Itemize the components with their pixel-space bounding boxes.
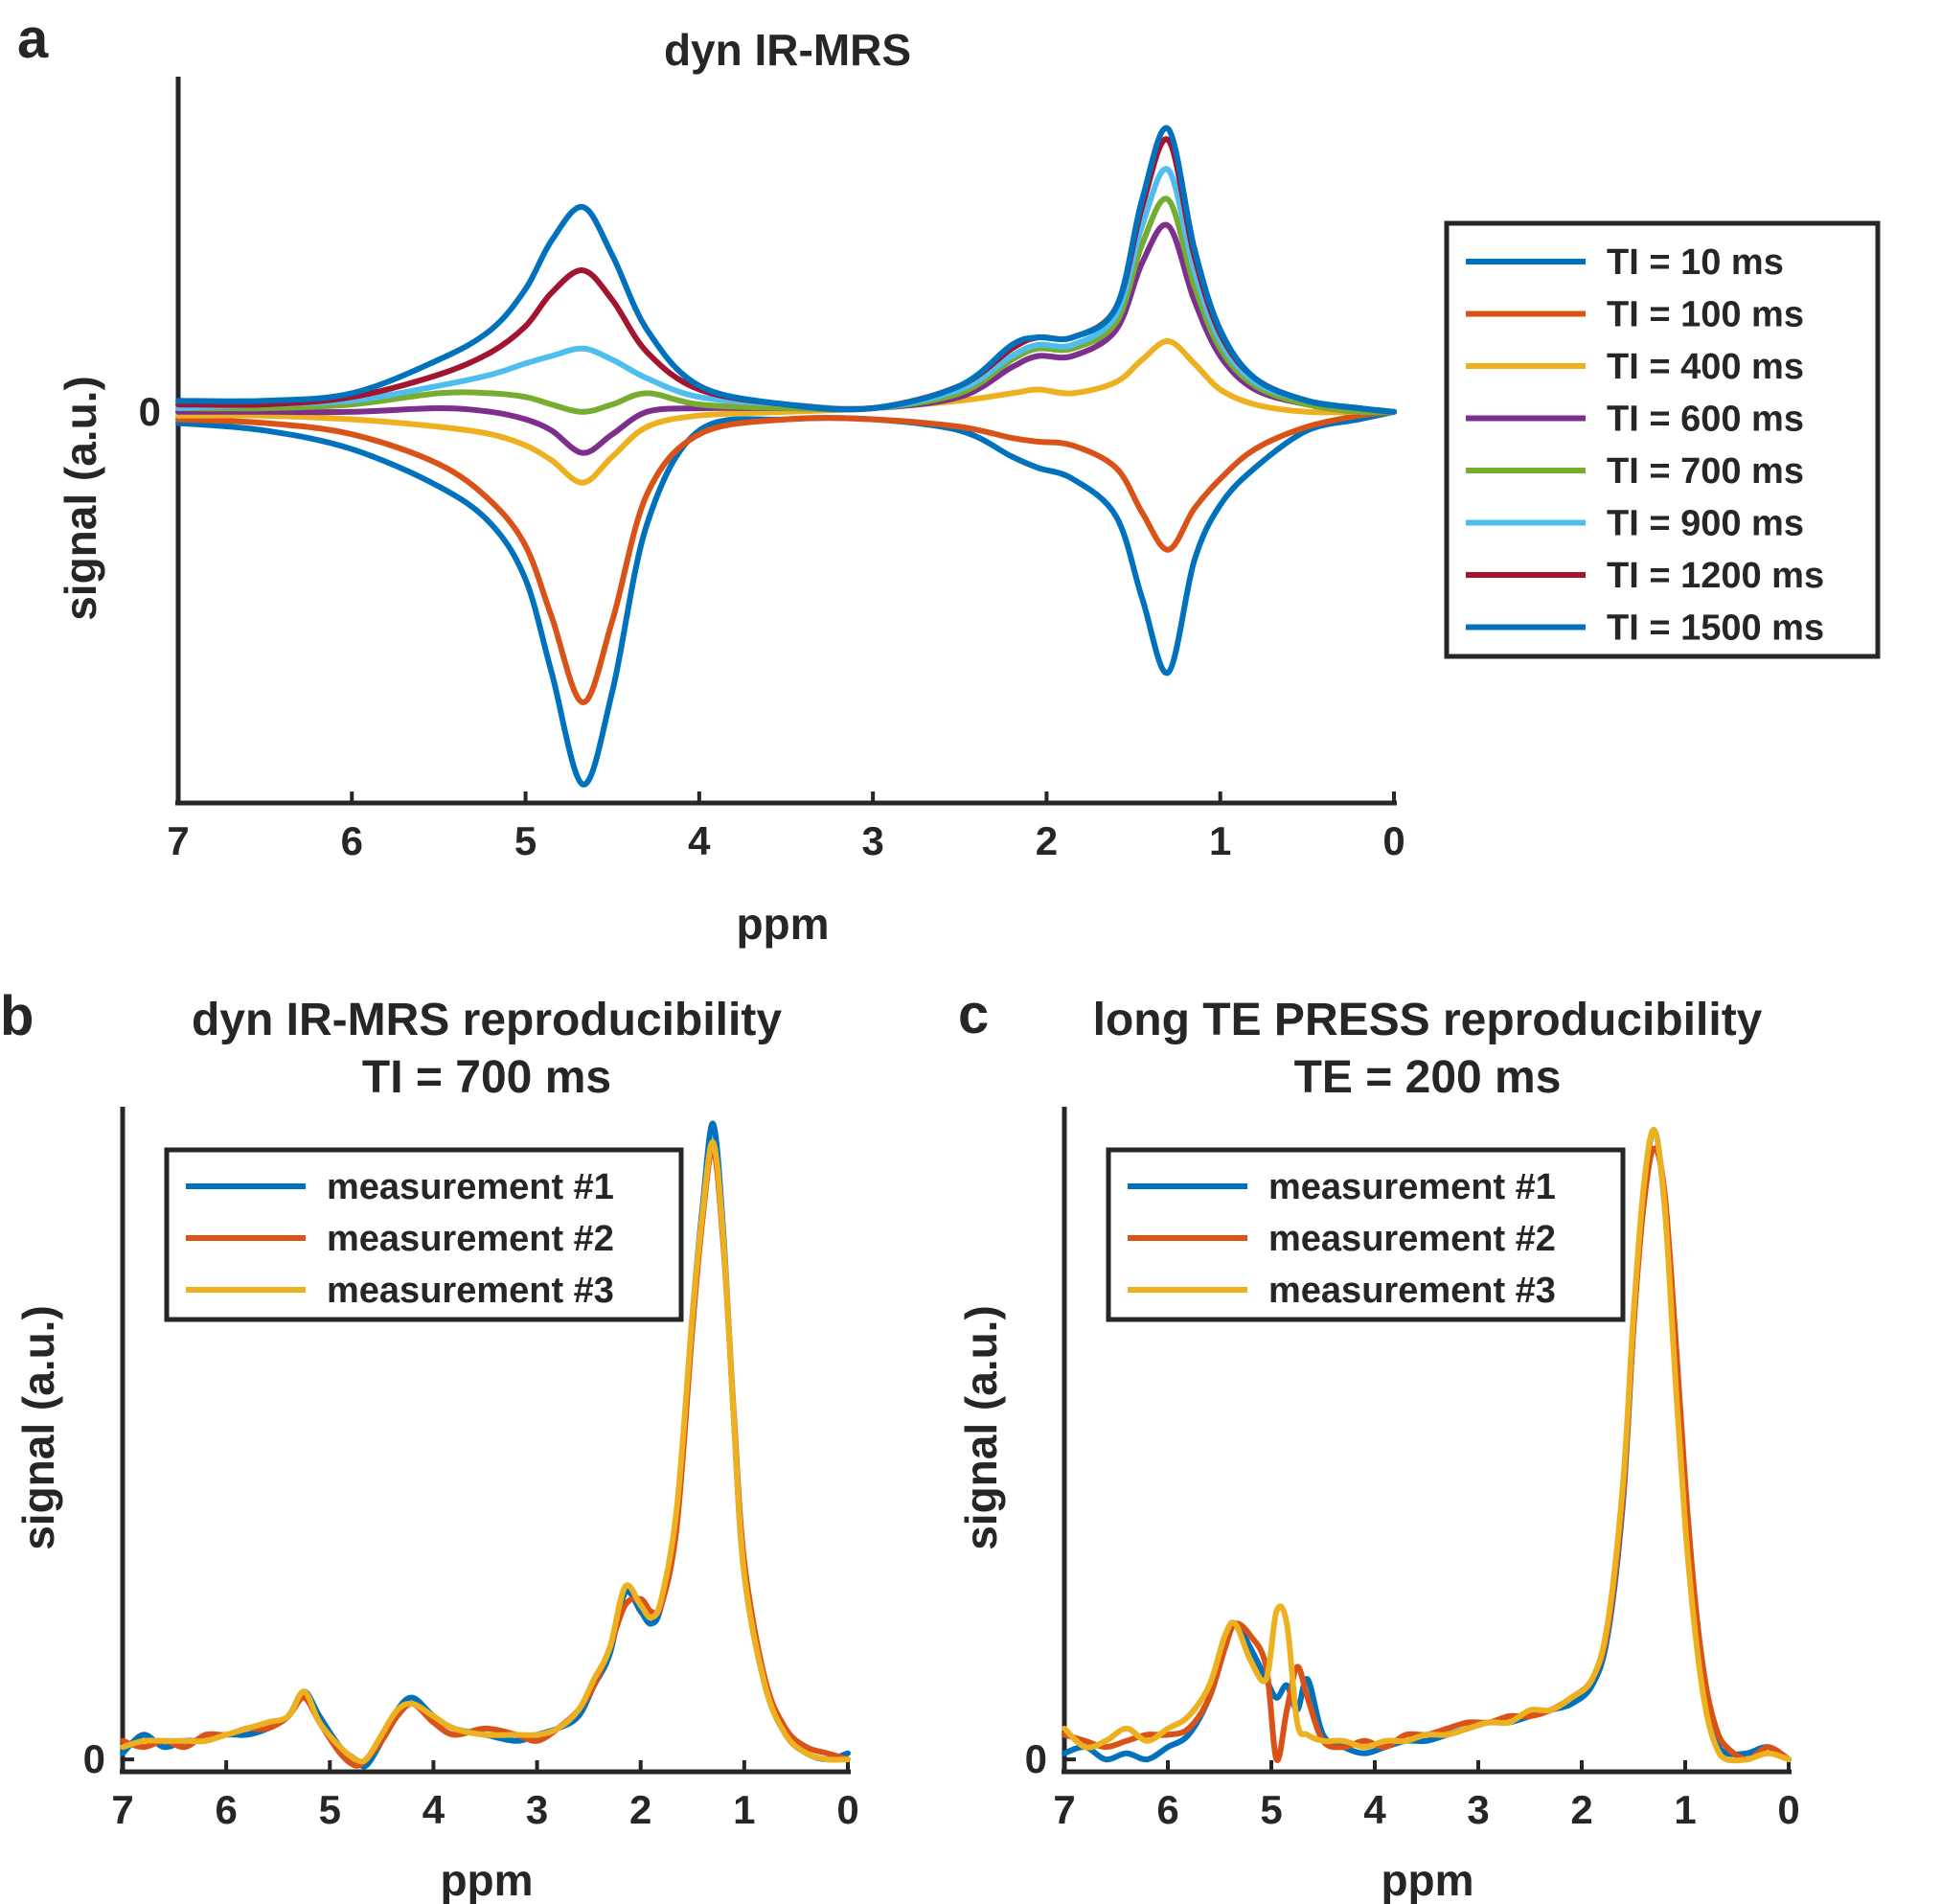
legend-label: measurement #3 xyxy=(1268,1271,1556,1311)
x-tick-label: 3 xyxy=(861,818,883,863)
y-ticks: 0 xyxy=(83,1736,134,1781)
x-ticks: 7 6 5 4 3 2 1 0 xyxy=(1053,1760,1800,1832)
x-axis-label: ppm xyxy=(440,1855,533,1904)
legend-label: measurement #2 xyxy=(1268,1219,1556,1259)
x-ticks: 7 6 5 4 3 2 1 0 xyxy=(111,1760,859,1832)
legend-label: TI = 700 ms xyxy=(1607,451,1804,492)
legend: TI = 10 ms TI = 100 ms TI = 400 ms TI = 600… xyxy=(1444,220,1881,659)
panel-c: c long TE PRESS reproducibility TE = 200… xyxy=(956,983,1800,1904)
x-tick-label: 4 xyxy=(688,818,711,863)
x-tick-label: 2 xyxy=(629,1787,651,1832)
x-tick-label: 7 xyxy=(1053,1787,1075,1832)
x-tick-label: 3 xyxy=(1467,1787,1489,1832)
legend-label: TI = 400 ms xyxy=(1607,347,1804,387)
series-group xyxy=(1062,1127,1792,1764)
x-axis-label: ppm xyxy=(736,899,829,949)
series-line-measurement-3 xyxy=(120,1139,851,1765)
y-axis-label: signal (a.u.) xyxy=(13,1305,63,1550)
series-line-ti-10-ms xyxy=(175,408,1397,788)
x-tick-label: 0 xyxy=(1382,818,1404,863)
legend-label: TI = 1200 ms xyxy=(1607,556,1824,596)
legend: measurement #1 measurement #2 measurement … xyxy=(1106,1147,1626,1322)
chart-title: dyn IR-MRS reproducibility xyxy=(192,995,782,1045)
x-tick-label: 3 xyxy=(526,1787,548,1832)
panel-label: a xyxy=(17,8,49,70)
panel-label: b xyxy=(0,985,34,1047)
x-tick-label: 5 xyxy=(319,1787,341,1832)
x-tick-label: 2 xyxy=(1570,1787,1592,1832)
series-line-ti-900-ms xyxy=(175,166,1397,415)
y-axis-label: signal (a.u.) xyxy=(56,376,105,621)
legend-label: measurement #2 xyxy=(327,1219,614,1259)
legend-label: TI = 1500 ms xyxy=(1607,608,1824,649)
panel-label: c xyxy=(958,983,989,1045)
y-tick-label: 0 xyxy=(139,389,161,434)
chart-subtitle: TI = 700 ms xyxy=(362,1052,611,1103)
x-tick-label: 5 xyxy=(514,818,537,863)
y-axis-label: signal (a.u.) xyxy=(956,1305,1006,1550)
chart-title: long TE PRESS reproducibility xyxy=(1093,995,1763,1045)
legend-label: TI = 100 ms xyxy=(1607,295,1804,335)
y-tick-label: 0 xyxy=(83,1736,105,1781)
legend-label: TI = 900 ms xyxy=(1607,504,1804,544)
x-tick-label: 4 xyxy=(422,1787,445,1832)
legend-box xyxy=(1444,220,1881,659)
legend-entries: TI = 10 ms TI = 100 ms TI = 400 ms TI = 600… xyxy=(1466,242,1824,649)
series-line-ti-100-ms xyxy=(175,408,1397,705)
x-tick-label: 4 xyxy=(1363,1787,1386,1832)
x-axis-label: ppm xyxy=(1381,1855,1473,1904)
legend-entries: measurement #1 measurement #2 measurement … xyxy=(186,1167,614,1311)
x-tick-label: 0 xyxy=(836,1787,858,1832)
chart-subtitle: TE = 200 ms xyxy=(1294,1052,1562,1103)
legend: measurement #1 measurement #2 measurement … xyxy=(164,1147,684,1322)
x-tick-label: 1 xyxy=(1674,1787,1696,1832)
legend-label: measurement #3 xyxy=(327,1271,614,1311)
series-line-ti-1500-ms xyxy=(175,125,1397,415)
legend-label: TI = 600 ms xyxy=(1607,400,1804,440)
x-ticks: 7 6 5 4 3 2 1 0 xyxy=(167,791,1405,863)
x-tick-label: 2 xyxy=(1036,818,1058,863)
legend-entries: measurement #1 measurement #2 measurement … xyxy=(1128,1167,1556,1311)
x-tick-label: 1 xyxy=(733,1787,755,1832)
legend-label: TI = 10 ms xyxy=(1607,242,1784,283)
x-tick-label: 7 xyxy=(167,818,189,863)
panel-b: b dyn IR-MRS reproducibility TI = 700 ms… xyxy=(0,985,859,1904)
x-tick-label: 6 xyxy=(341,818,363,863)
x-tick-label: 0 xyxy=(1777,1787,1799,1832)
x-tick-label: 5 xyxy=(1260,1787,1282,1832)
series-group xyxy=(120,1120,851,1770)
x-tick-label: 1 xyxy=(1209,818,1231,863)
x-tick-label: 7 xyxy=(111,1787,133,1832)
y-tick-label: 0 xyxy=(1025,1736,1047,1781)
legend-label: measurement #1 xyxy=(1268,1167,1556,1207)
y-ticks: 0 xyxy=(1025,1736,1076,1781)
x-tick-label: 6 xyxy=(1156,1787,1178,1832)
series-line-ti-1200-ms xyxy=(175,136,1397,415)
legend-label: measurement #1 xyxy=(327,1167,614,1207)
series-group xyxy=(175,125,1397,788)
series-line-measurement-3 xyxy=(1062,1127,1792,1764)
x-tick-label: 6 xyxy=(215,1787,237,1832)
chart-title: dyn IR-MRS xyxy=(664,25,911,75)
